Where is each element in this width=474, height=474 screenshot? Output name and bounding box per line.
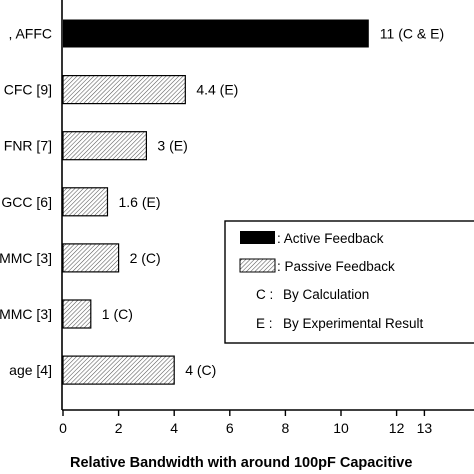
value-label-2: 3 (E) (157, 138, 187, 154)
legend-symbol-exp: E : (256, 316, 273, 331)
x-ticks-group: 0 2 4 6 8 10 12 13 (59, 410, 432, 436)
category-label-4: MMC [3] (0, 250, 52, 266)
legend-swatch-active (240, 231, 275, 244)
legend: : Active Feedback : Passive Feedback C :… (224, 220, 474, 344)
value-label-6: 4 (C) (185, 362, 216, 378)
value-label-3: 1.6 (E) (118, 194, 160, 210)
legend-label-passive: : Passive Feedback (277, 259, 395, 274)
bar-0 (63, 19, 369, 48)
x-axis-title: Relative Bandwidth with around 100pF Cap… (70, 455, 412, 471)
bar-5 (62, 299, 92, 329)
value-label-1: 4.4 (E) (196, 82, 238, 98)
bar-6 (62, 355, 175, 385)
x-tick-label-1: 2 (115, 420, 123, 436)
x-tick-label-0: 0 (59, 420, 67, 436)
category-label-1: CFC [9] (4, 82, 52, 98)
category-label-5: MMC [3] (0, 306, 52, 322)
bar-2 (62, 131, 148, 161)
bars-group (62, 19, 369, 385)
category-label-3: GCC [6] (1, 194, 52, 210)
x-tick-label-5: 10 (333, 420, 349, 436)
legend-symbol-calc: C : (256, 287, 273, 302)
x-tick-label-7: 13 (417, 420, 433, 436)
legend-label-exp: By Experimental Result (283, 316, 424, 331)
legend-label-active: : Active Feedback (277, 231, 384, 246)
legend-label-calc: By Calculation (283, 287, 369, 302)
bar-3 (62, 187, 109, 217)
value-label-5: 1 (C) (102, 306, 133, 322)
legend-swatch-passive (239, 258, 276, 273)
category-label-2: FNR [7] (4, 138, 52, 154)
value-label-4: 2 (C) (130, 250, 161, 266)
x-tick-label-4: 8 (282, 420, 290, 436)
category-labels-group: , AFFC CFC [9] FNR [7] GCC [6] MMC [3] MMC [3… (0, 26, 52, 379)
bar-1 (62, 74, 186, 105)
category-label-6: age [4] (9, 362, 52, 378)
value-label-0: 11 (C & E) (380, 26, 444, 42)
x-tick-label-6: 12 (389, 420, 405, 436)
bar-4 (62, 243, 120, 273)
x-tick-label-2: 4 (170, 420, 178, 436)
value-labels-group: 11 (C & E) 4.4 (E) 3 (E) 1.6 (E) 2 (C) 1 (C) 4… (102, 26, 444, 379)
x-tick-label-3: 6 (226, 420, 234, 436)
category-label-0: , AFFC (8, 26, 52, 42)
